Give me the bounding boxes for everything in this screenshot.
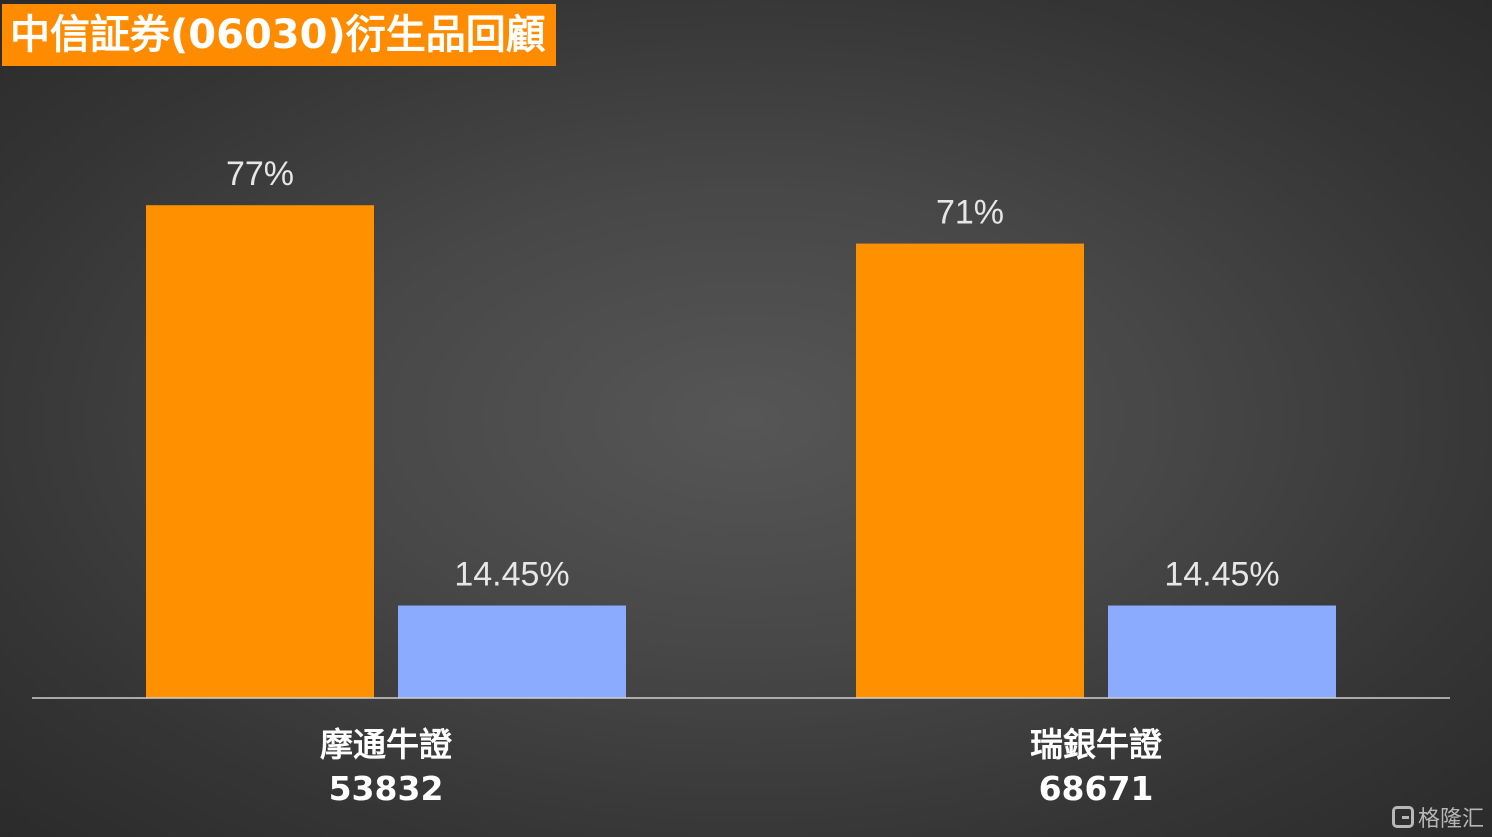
data-label-secondary-2: 14.45% [1164,556,1279,594]
value-labels-layer: 77% 14.45% 71% 14.45% [226,155,1280,593]
logo-icon [1391,806,1414,828]
bar-secondary-2 [1108,605,1336,698]
watermark: 格隆汇 [1391,801,1484,833]
bar-primary-1 [146,205,374,698]
data-label-primary-2: 71% [936,194,1004,232]
data-label-primary-1: 77% [226,155,294,193]
category-code-1: 53832 [329,769,444,808]
category-name-2: 瑞銀牛證 [1030,725,1163,764]
bars-layer [146,205,1336,698]
bar-secondary-1 [398,605,626,698]
chart-title: 中信証券(06030)衍生品回顧 [2,4,556,66]
data-label-secondary-1: 14.45% [454,556,569,594]
watermark-text: 格隆汇 [1417,807,1484,832]
category-code-2: 68671 [1039,769,1154,808]
category-labels-layer: 摩通牛證 53832 瑞銀牛證 68671 [320,725,1163,808]
category-name-1: 摩通牛證 [320,725,453,764]
bar-primary-2 [856,243,1084,698]
